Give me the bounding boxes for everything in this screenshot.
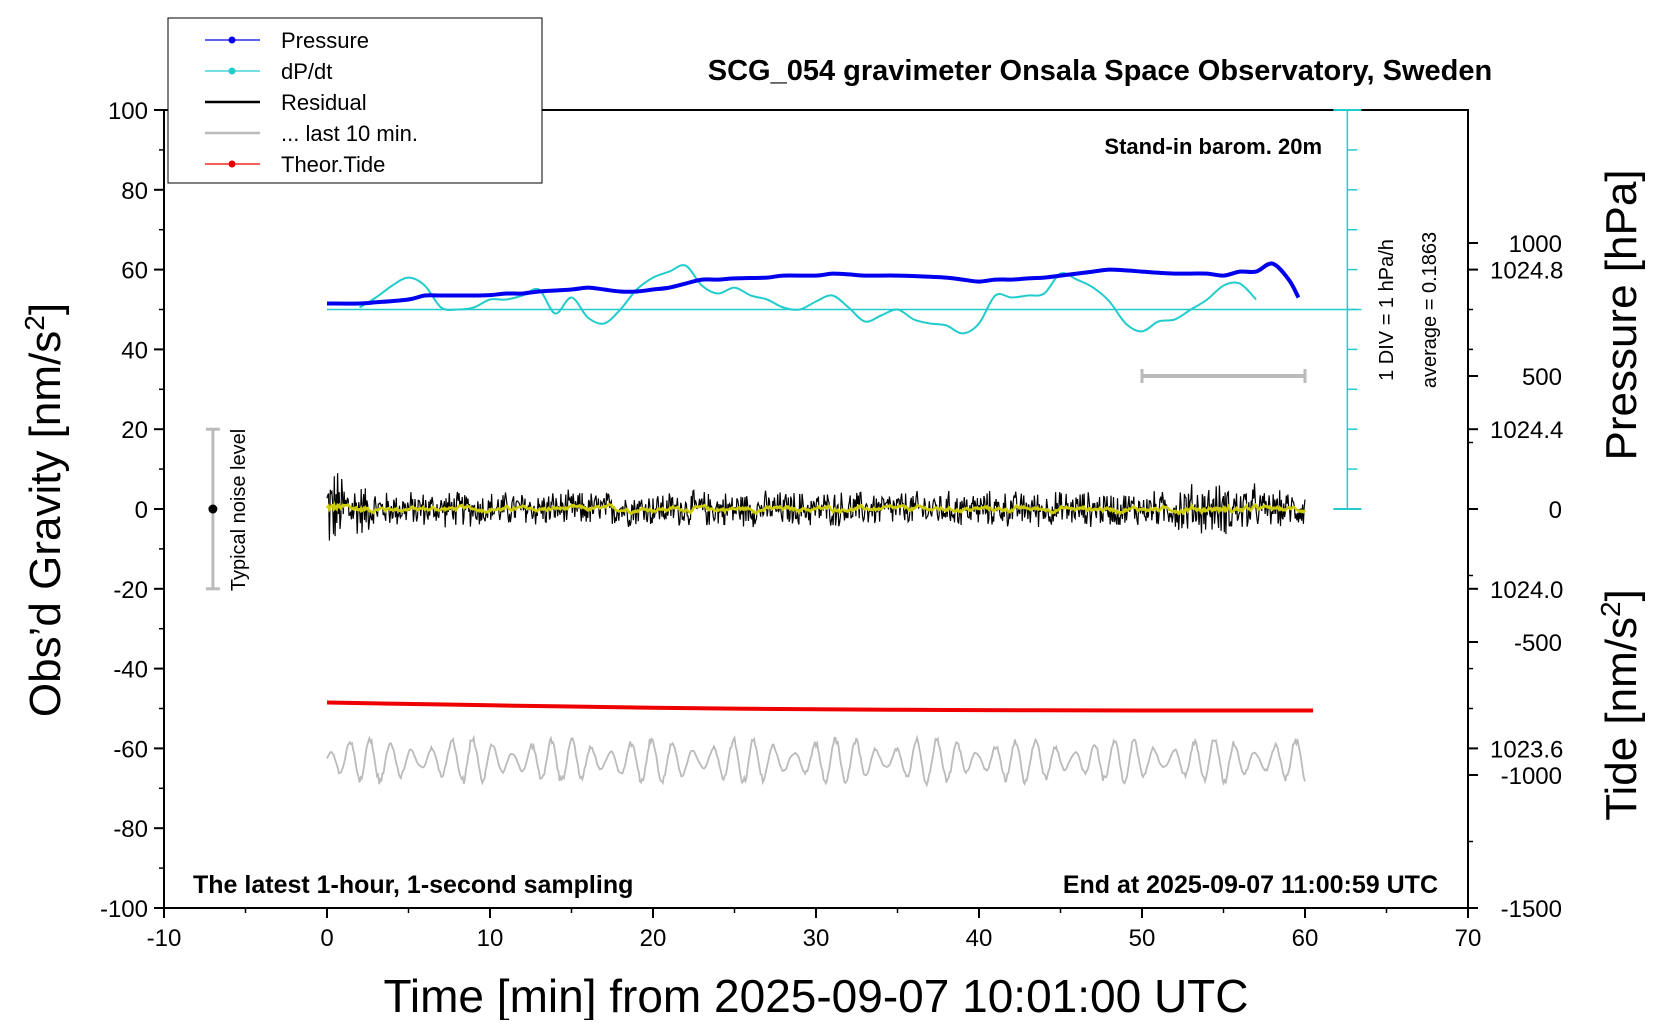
y-tick-label: -80 [113, 816, 148, 843]
x-tick-label: 20 [640, 925, 667, 952]
y-axis-label-tide: Tide [nm/s2] [1595, 589, 1646, 821]
tide-series-line [326, 700, 1314, 713]
x-tick-label: 10 [477, 925, 504, 952]
pressure-tick-label: 1024.4 [1490, 417, 1563, 444]
barometer-annotation: Stand-in barom. 20m [1104, 134, 1322, 159]
tide-tick-label: 1000 [1509, 231, 1562, 258]
pressure-tick-label: 1024.0 [1490, 577, 1563, 604]
legend-label: Theor.Tide [281, 152, 385, 177]
end-annotation: End at 2025-09-07 11:00:59 UTC [1063, 871, 1438, 899]
y-axis-label-tide-end: ] [1597, 589, 1646, 601]
noise-bar [205, 427, 220, 591]
div-annotation: 1 DIV = 1 hPa/h [1376, 239, 1398, 381]
pressure-tick-labels: 1024.8 1024.4 1024.0 1023.6 [1490, 258, 1563, 764]
legend-marker [228, 67, 236, 75]
x-tick-label: 50 [1129, 925, 1156, 952]
tide-tick-label: 500 [1522, 364, 1562, 391]
noise-bar-center-dot [208, 504, 218, 514]
x-axis-label: Time [min] from 2025-09-07 10:01:00 UTC [384, 970, 1249, 1020]
y-axis-label-pressure: Pressure [hPa] [1597, 169, 1646, 460]
dpdt-series-line [359, 264, 1257, 335]
y-axis-label-left-sup: 2 [19, 315, 50, 331]
y-tick-label: 60 [121, 258, 148, 285]
y-tick-label: 20 [121, 417, 148, 444]
y-axis-label-tide-main: Tide [nm/s [1597, 617, 1646, 821]
series-layer [325, 261, 1362, 788]
legend-label: dP/dt [281, 59, 332, 84]
average-annotation: average = 0.1863 [1419, 232, 1441, 388]
y-tick-label: 100 [108, 98, 148, 125]
y-axis-label-left-main: Obs’d Gravity [nm/s [21, 331, 70, 717]
legend-marker [228, 36, 236, 44]
tide-tick-label: 0 [1549, 497, 1562, 524]
pressure-tick-label: 1024.8 [1490, 258, 1563, 285]
x-tick-label: 30 [803, 925, 830, 952]
pressure-series-line [326, 261, 1301, 306]
last10-series-line [326, 734, 1306, 788]
pressure-tick-label: 1023.6 [1490, 736, 1563, 763]
tide-tick-label: -1000 [1501, 763, 1562, 790]
y-axis-label-tide-sup: 2 [1595, 601, 1626, 617]
residual-filtered-line [325, 500, 1307, 516]
legend-marker [228, 160, 236, 168]
legend-entries: Pressure dP/dt Residual ... last 10 min. The… [205, 28, 418, 177]
chart-title: SCG_054 gravimeter Onsala Space Observat… [708, 55, 1492, 87]
x-tick-label: 60 [1292, 925, 1319, 952]
y-axis-label-left: Obs’d Gravity [nm/s2] [19, 303, 70, 717]
x-tick-label: 40 [966, 925, 993, 952]
x-tick-label: -10 [147, 925, 182, 952]
tide-tick-label: -1500 [1501, 896, 1562, 923]
tide-tick-labels: 1000 500 0 -500 -1000 -1500 [1501, 231, 1562, 923]
y-tick-label: -20 [113, 577, 148, 604]
legend-label: Residual [281, 90, 367, 115]
tide-tick-label: -500 [1514, 630, 1562, 657]
noise-annotation: Typical noise level [228, 429, 250, 591]
y-tick-label: -100 [100, 896, 148, 923]
y-tick-label: 80 [121, 178, 148, 205]
axis-ticks [154, 109, 1478, 918]
x-tick-label: 0 [320, 925, 333, 952]
x-tick-label: 70 [1455, 925, 1482, 952]
legend-box [167, 17, 543, 184]
legend: Pressure dP/dt Residual ... last 10 min. The… [167, 17, 543, 184]
residual-series-line [326, 473, 1306, 541]
legend-label: Pressure [281, 28, 369, 53]
y-tick-label: 40 [121, 337, 148, 364]
y-axis-label-left-end: ] [21, 303, 70, 315]
legend-label: ... last 10 min. [281, 121, 418, 146]
y-tick-label: -60 [113, 736, 148, 763]
latest-annotation: The latest 1-hour, 1-second sampling [193, 871, 633, 899]
y-tick-label: 0 [135, 497, 148, 524]
y-tick-labels: 100 80 60 40 20 0 -20 -40 -60 -80 -100 [100, 98, 148, 923]
x-tick-labels: -10 0 10 20 30 40 50 60 70 [147, 925, 1482, 952]
y-tick-label: -40 [113, 657, 148, 684]
